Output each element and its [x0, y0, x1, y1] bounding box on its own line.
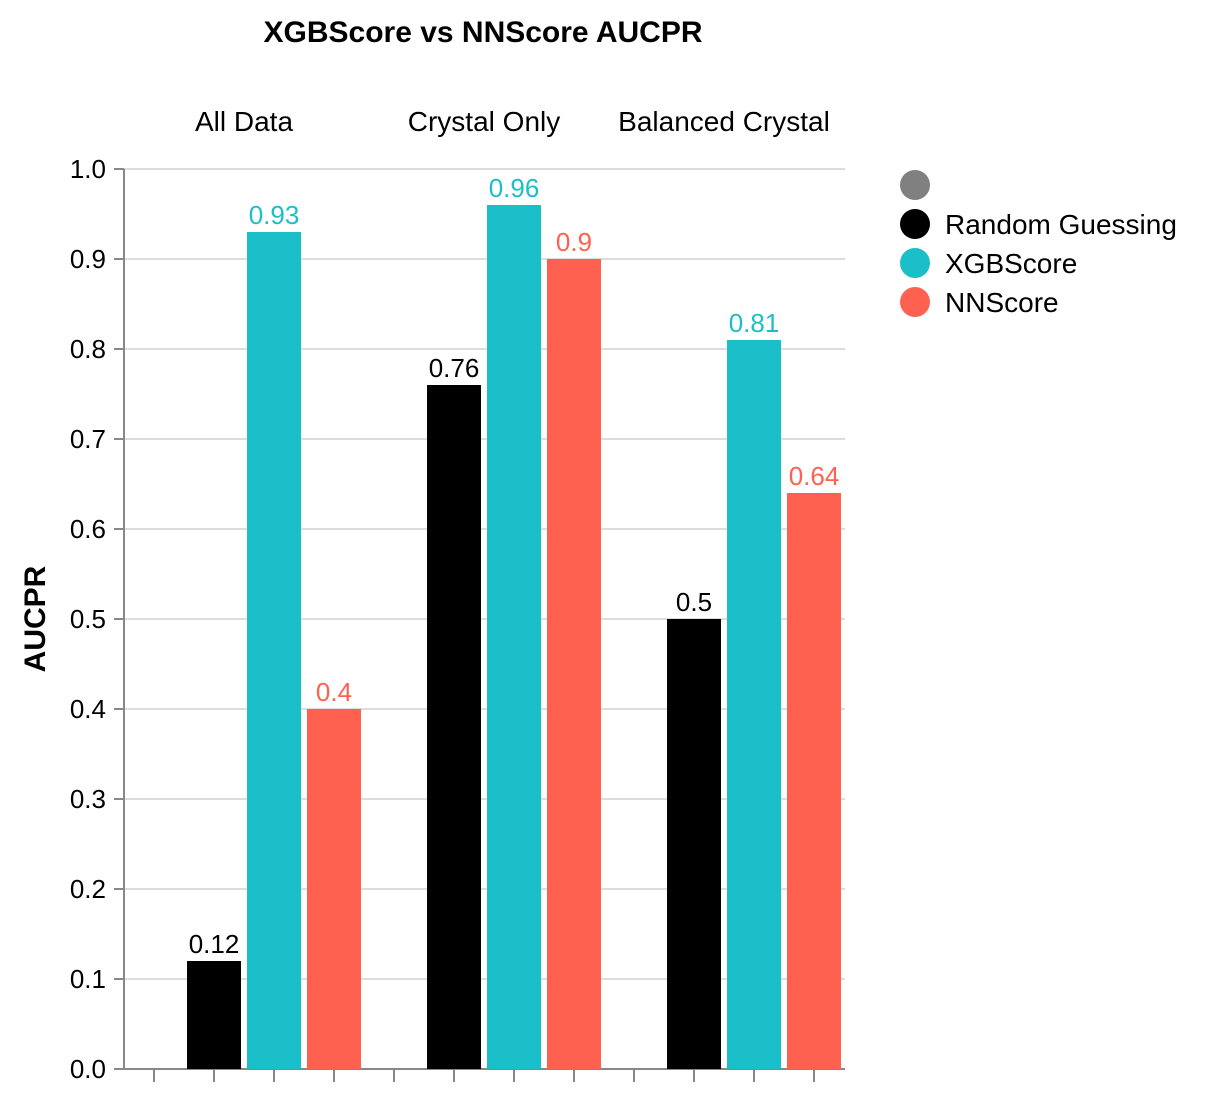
y-tick-label: 0.7 [70, 424, 106, 454]
legend-label: Random Guessing [945, 209, 1177, 240]
y-tick-label: 0.1 [70, 964, 106, 994]
bar-value-label: 0.4 [316, 677, 352, 707]
bar-value-label: 0.9 [556, 227, 592, 257]
y-axis-label: AUCPR [19, 565, 52, 672]
bar-value-labels: 0.12 0.93 0.4 0.76 0.96 0.9 0.5 0.81 0.64 [189, 173, 840, 959]
bar-value-label: 0.93 [249, 200, 300, 230]
bar [547, 259, 601, 1069]
y-tick-label: 0.8 [70, 334, 106, 364]
y-tick-label: 0.0 [70, 1054, 106, 1084]
legend-marker [900, 287, 930, 317]
bar-value-label: 0.64 [789, 461, 840, 491]
bar [667, 619, 721, 1069]
chart-title: XGBScore vs NNScore AUCPR [263, 16, 702, 49]
bar [727, 340, 781, 1069]
grid-lines [124, 168, 845, 1070]
y-tick-label: 0.9 [70, 244, 106, 274]
bar-value-label: 0.76 [429, 353, 480, 383]
bar-value-label: 0.5 [676, 587, 712, 617]
legend-marker [900, 248, 930, 278]
bar [427, 385, 481, 1069]
y-axis: 0.0 0.1 0.2 0.3 0.4 0.5 0.6 0.7 0.8 0.9 1.0 [70, 154, 845, 1084]
facet-label: Crystal Only [408, 106, 560, 137]
facet-labels: All Data Crystal Only Balanced Crystal [195, 106, 830, 137]
y-tick-label: 0.4 [70, 694, 106, 724]
y-tick-label: 0.2 [70, 874, 106, 904]
bar [307, 709, 361, 1069]
bar [787, 493, 841, 1069]
bar [187, 961, 241, 1069]
legend-label: XGBScore [945, 248, 1077, 279]
y-tick-label: 0.3 [70, 784, 106, 814]
y-tick-label: 1.0 [70, 154, 106, 184]
y-tick-label: 0.6 [70, 514, 106, 544]
legend-label: NNScore [945, 287, 1059, 318]
bar [247, 232, 301, 1069]
bar [487, 205, 541, 1069]
y-tick-label: 0.5 [70, 604, 106, 634]
bars [187, 205, 841, 1069]
legend-marker [900, 170, 930, 200]
x-axis-ticks [153, 1069, 815, 1082]
bar-value-label: 0.12 [189, 929, 240, 959]
legend: Random Guessing XGBScore NNScore [900, 170, 1177, 318]
bar-value-label: 0.81 [729, 308, 780, 338]
bar-value-label: 0.96 [489, 173, 540, 203]
legend-marker [900, 209, 930, 239]
facet-label: Balanced Crystal [618, 106, 830, 137]
facet-label: All Data [195, 106, 293, 137]
